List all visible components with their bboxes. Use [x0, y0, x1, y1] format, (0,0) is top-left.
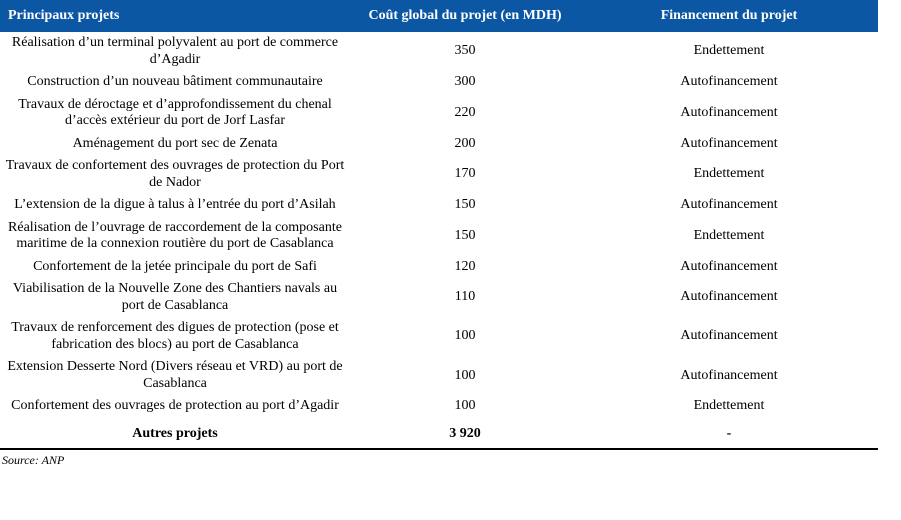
- table-row: Construction d’un nouveau bâtiment commu…: [0, 71, 878, 94]
- total-financing-cell: -: [726, 425, 732, 441]
- cost-cell: 200: [454, 135, 476, 151]
- financing-cell: Endettement: [693, 166, 765, 182]
- table-row: Réalisation de l’ouvrage de raccordement…: [0, 217, 878, 256]
- table-row: Travaux de renforcement des digues de pr…: [0, 317, 878, 356]
- financing-cell: Autofinancement: [680, 328, 778, 344]
- column-header-financing: Financement du projet: [580, 0, 878, 32]
- project-cell: Confortement des ouvrages de protection …: [11, 398, 339, 414]
- financing-cell: Autofinancement: [680, 289, 778, 305]
- financing-cell: Autofinancement: [680, 74, 778, 90]
- table-row: Aménagement du port sec de Zenata 200 Au…: [0, 133, 878, 156]
- cost-cell: 170: [454, 166, 476, 182]
- financing-cell: Endettement: [693, 398, 765, 414]
- table-header: Principaux projets Coût global du projet…: [0, 0, 878, 32]
- project-cell: Confortement de la jetée principale du p…: [33, 258, 317, 274]
- project-cell: Extension Desserte Nord (Divers réseau e…: [7, 359, 343, 391]
- total-label-cell: Autres projets: [132, 425, 218, 441]
- cost-cell: 100: [454, 367, 476, 383]
- financing-cell: Autofinancement: [680, 104, 778, 120]
- project-cell: Aménagement du port sec de Zenata: [72, 135, 278, 151]
- table-row: Travaux de confortement des ouvrages de …: [0, 155, 878, 194]
- cost-cell: 300: [454, 74, 476, 90]
- cost-cell: 150: [454, 197, 476, 213]
- project-cell: Travaux de déroctage et d’approfondissem…: [18, 96, 332, 129]
- header-row: Principaux projets Coût global du projet…: [0, 0, 878, 32]
- table-row: Réalisation d’un terminal polyvalent au …: [0, 32, 878, 71]
- table-row: Travaux de déroctage et d’approfondissem…: [0, 94, 878, 133]
- financing-cell: Autofinancement: [680, 135, 778, 151]
- table-row: L’extension de la digue à talus à l’entr…: [0, 194, 878, 217]
- project-cell: Travaux de confortement des ouvrages de …: [5, 158, 345, 190]
- project-cell: Réalisation d’un terminal polyvalent au …: [11, 35, 339, 67]
- project-cell: Viabilisation de la Nouvelle Zone des Ch…: [12, 281, 338, 313]
- project-cell: L’extension de la digue à talus à l’entr…: [14, 197, 336, 213]
- projects-report: Principaux projets Coût global du projet…: [0, 0, 878, 468]
- projects-table: Principaux projets Coût global du projet…: [0, 0, 878, 451]
- project-cell: Construction d’un nouveau bâtiment commu…: [27, 74, 323, 90]
- financing-cell: Autofinancement: [680, 258, 778, 274]
- financing-cell: Endettement: [693, 227, 765, 243]
- total-row: Autres projets 3 920 -: [0, 418, 878, 450]
- financing-cell: Autofinancement: [680, 197, 778, 213]
- financing-cell: Endettement: [693, 43, 765, 59]
- cost-cell: 120: [454, 258, 476, 274]
- source-note: Source: ANP: [2, 453, 65, 468]
- table-row: Confortement de la jetée principale du p…: [0, 256, 878, 279]
- cost-cell: 100: [454, 328, 476, 344]
- table-row: Extension Desserte Nord (Divers réseau e…: [0, 356, 878, 395]
- total-cost-cell: 3 920: [449, 425, 481, 441]
- financing-cell: Autofinancement: [680, 367, 778, 383]
- cost-cell: 350: [454, 43, 476, 59]
- table-row: Viabilisation de la Nouvelle Zone des Ch…: [0, 278, 878, 317]
- table-row: Confortement des ouvrages de protection …: [0, 395, 878, 418]
- cost-cell: 100: [454, 398, 476, 414]
- project-cell: Réalisation de l’ouvrage de raccordement…: [8, 219, 342, 252]
- cost-cell: 220: [454, 104, 476, 120]
- column-header-cost: Coût global du projet (en MDH): [350, 0, 580, 32]
- project-cell: Travaux de renforcement des digues de pr…: [11, 320, 339, 352]
- cost-cell: 150: [454, 227, 476, 243]
- column-header-project: Principaux projets: [0, 0, 350, 32]
- cost-cell: 110: [454, 289, 476, 305]
